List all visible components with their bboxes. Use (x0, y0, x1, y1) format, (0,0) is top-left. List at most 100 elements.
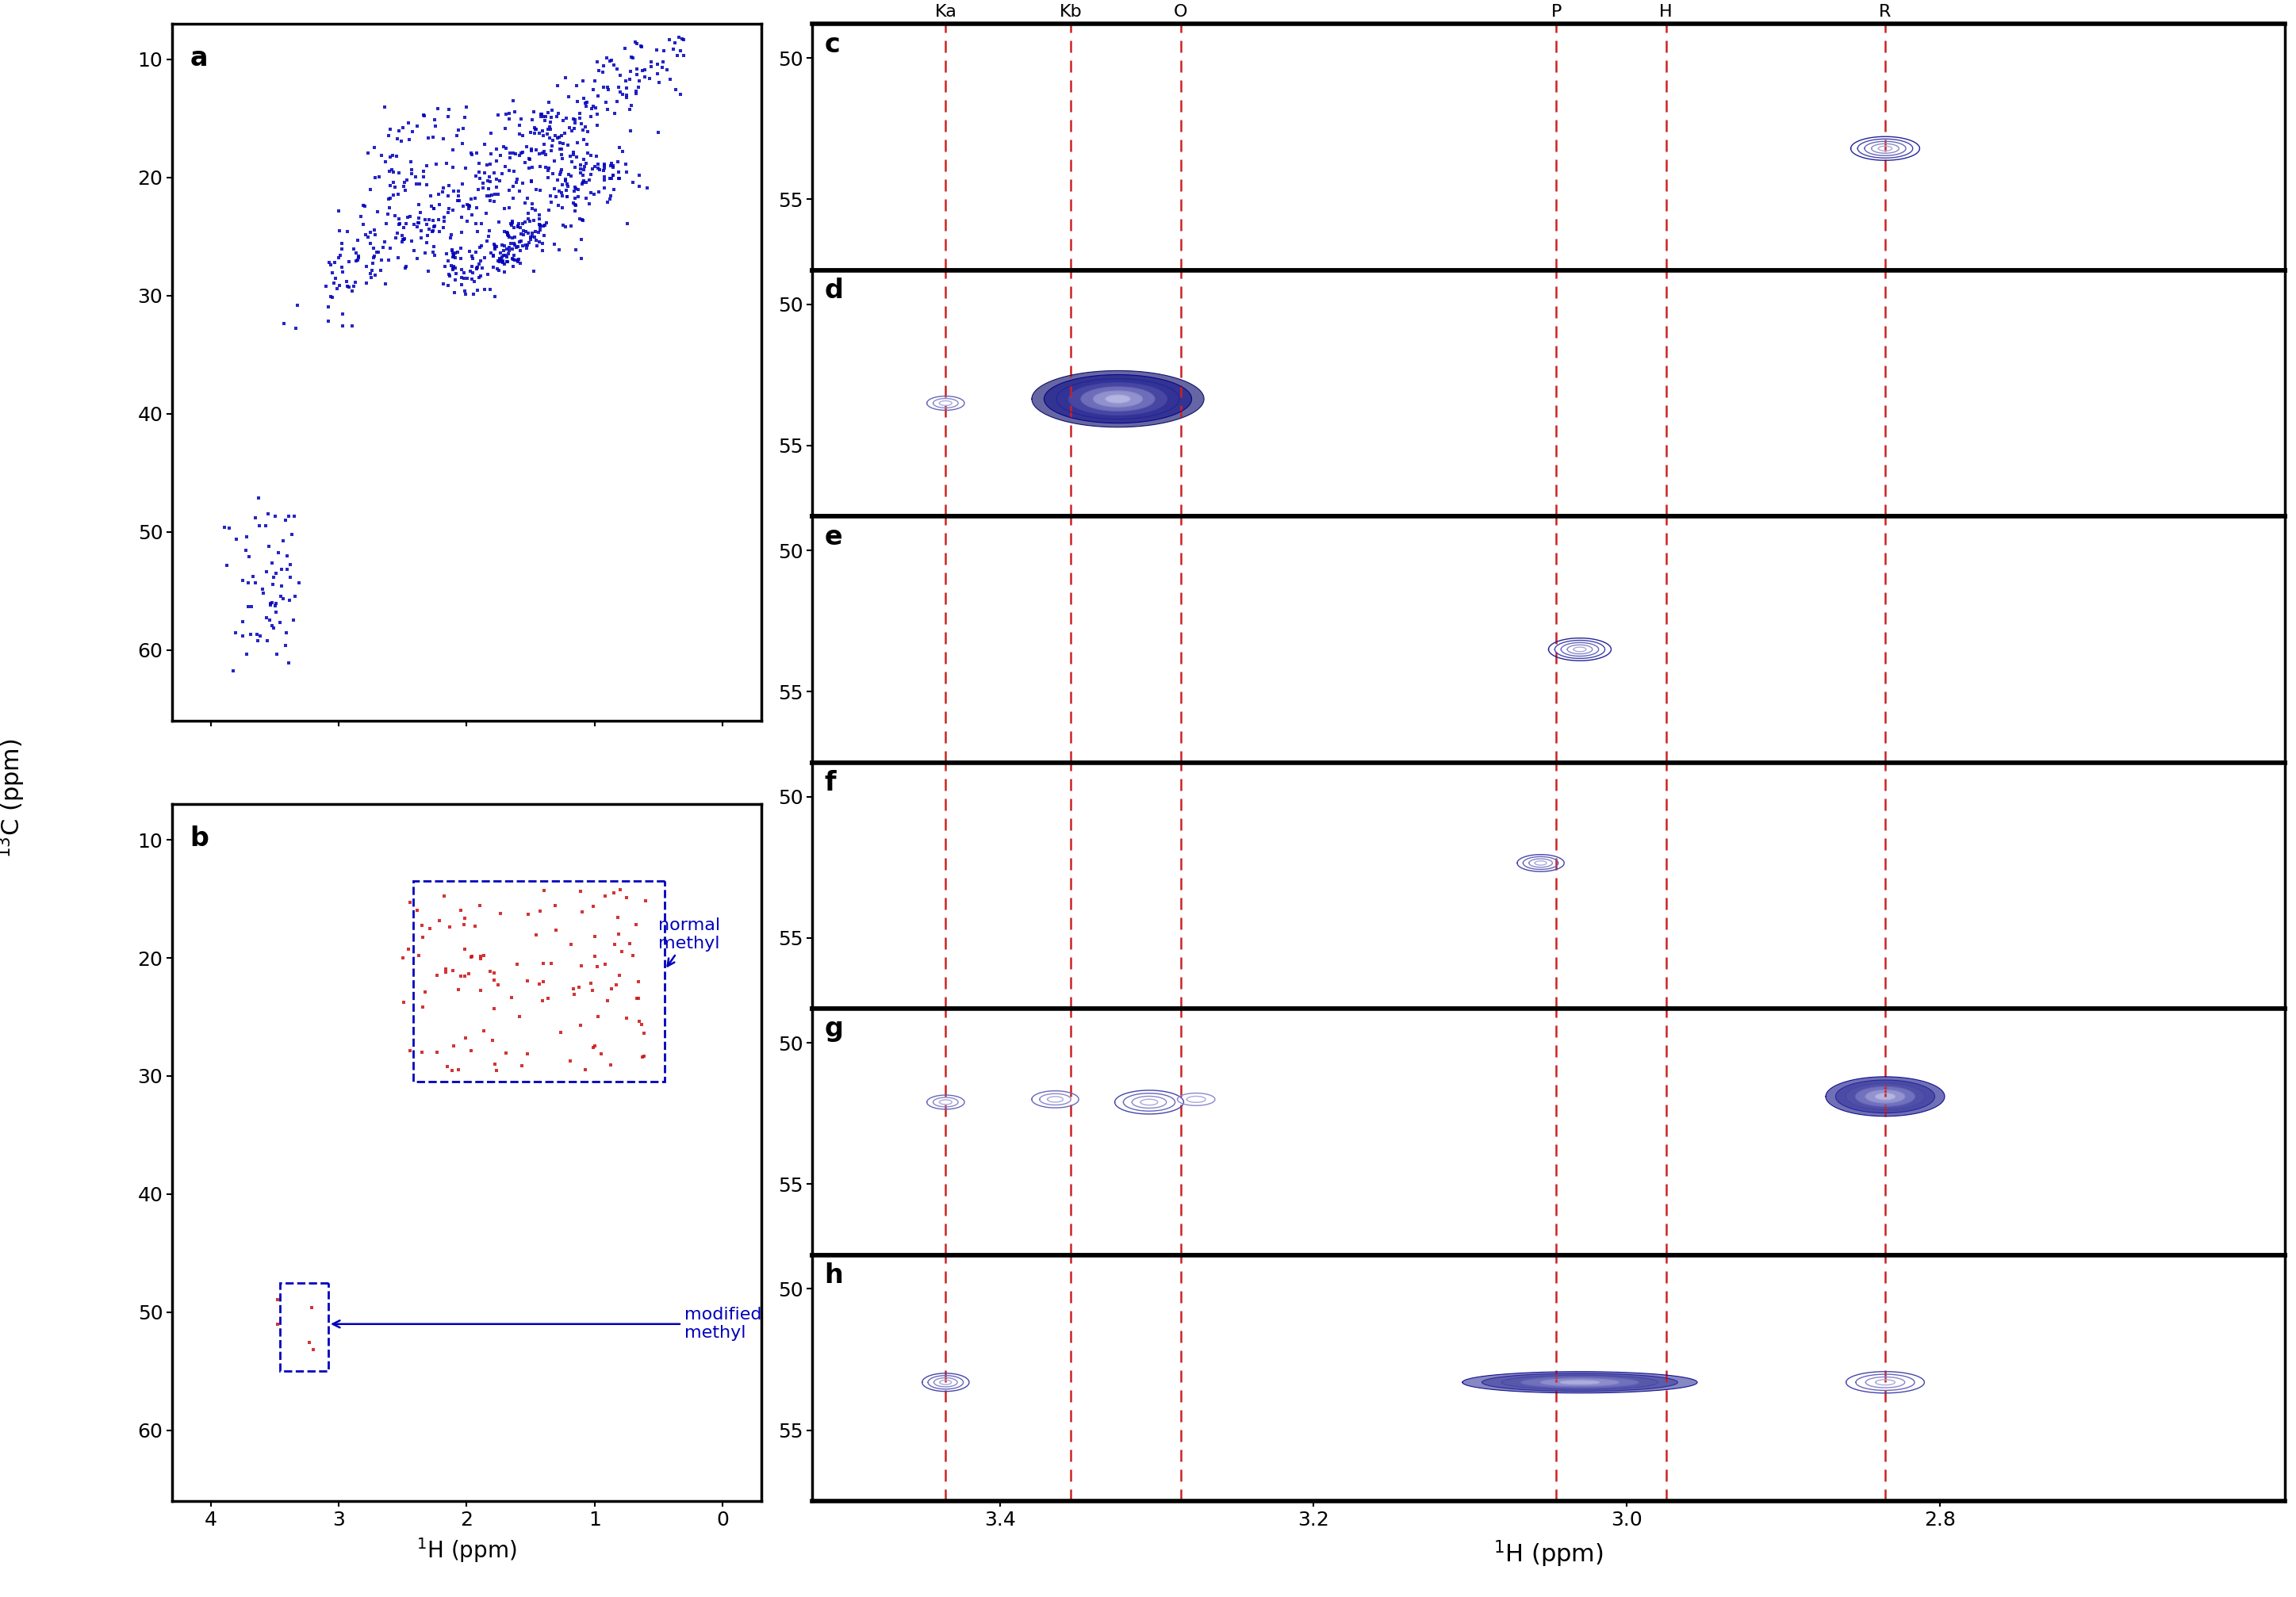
Point (257, 599, 294, 624)
Point (455, 254, 491, 279)
Point (634, 54, 670, 80)
Point (620, 73, 657, 99)
Point (496, 158, 533, 184)
Point (259, 540, 296, 565)
Point (372, 144, 409, 169)
Point (501, 179, 537, 204)
Point (319, 246, 356, 271)
Point (489, 241, 526, 267)
Point (448, 278, 484, 303)
Point (232, 594, 269, 620)
Point (618, 29, 654, 54)
Point (448, 936, 484, 961)
Point (404, 102, 441, 128)
Point (278, 583, 315, 608)
Point (471, 176, 507, 201)
Point (595, 153, 631, 179)
Point (230, 545, 266, 570)
Point (409, 211, 445, 236)
Point (381, 118, 418, 144)
Point (507, 219, 544, 244)
Point (443, 171, 480, 196)
Point (487, 233, 523, 259)
Point (239, 628, 276, 653)
Point (563, 899, 599, 925)
Point (510, 1041, 546, 1067)
Point (501, 211, 537, 236)
Point (393, 157, 429, 182)
Point (452, 238, 489, 264)
Point (526, 131, 563, 157)
Point (344, 211, 381, 236)
Point (402, 171, 439, 196)
Point (602, 877, 638, 902)
Point (597, 973, 634, 998)
Point (537, 176, 574, 201)
Polygon shape (1045, 375, 1192, 423)
Point (551, 115, 588, 141)
Point (471, 187, 507, 212)
Point (429, 104, 466, 129)
Point (264, 527, 301, 553)
Point (498, 235, 535, 260)
Point (416, 208, 452, 233)
Point (406, 206, 443, 232)
Point (595, 163, 631, 188)
Text: g: g (824, 1016, 843, 1043)
Point (501, 1003, 537, 1028)
Point (599, 160, 636, 185)
Point (496, 254, 533, 279)
Point (585, 164, 622, 190)
Point (478, 233, 514, 259)
Point (528, 211, 565, 236)
Point (461, 977, 498, 1003)
Point (526, 107, 563, 133)
Point (574, 94, 611, 120)
Point (461, 166, 498, 192)
Point (576, 96, 613, 121)
Point (416, 107, 452, 133)
Point (443, 131, 480, 157)
Point (480, 257, 517, 283)
Point (480, 102, 517, 128)
Point (388, 256, 425, 281)
Point (393, 149, 429, 174)
Polygon shape (1541, 1378, 1619, 1386)
Point (563, 878, 599, 904)
Point (556, 139, 592, 164)
Point (400, 898, 436, 923)
Point (491, 105, 528, 131)
Point (482, 246, 519, 271)
Point (618, 30, 654, 56)
Point (455, 267, 491, 292)
Point (654, 37, 691, 62)
Point (434, 257, 471, 283)
Point (510, 200, 546, 225)
Point (393, 1038, 429, 1064)
Point (475, 995, 512, 1020)
Point (478, 174, 514, 200)
Point (464, 176, 501, 201)
Point (613, 59, 650, 85)
Point (514, 220, 551, 246)
Point (579, 953, 615, 979)
Point (448, 94, 484, 120)
Point (638, 37, 675, 62)
Point (471, 164, 507, 190)
Point (333, 313, 370, 339)
Point (521, 141, 558, 166)
Point (338, 241, 374, 267)
Point (482, 246, 519, 271)
Text: c: c (824, 32, 840, 57)
Point (255, 564, 292, 589)
Point (372, 185, 409, 211)
Point (546, 120, 583, 145)
Point (503, 228, 540, 254)
Point (370, 248, 406, 273)
Point (400, 192, 436, 217)
Point (540, 193, 576, 219)
X-axis label: $^{1}$H (ppm): $^{1}$H (ppm) (1492, 1538, 1603, 1568)
Point (579, 83, 615, 109)
Point (556, 177, 592, 203)
Point (595, 51, 631, 77)
